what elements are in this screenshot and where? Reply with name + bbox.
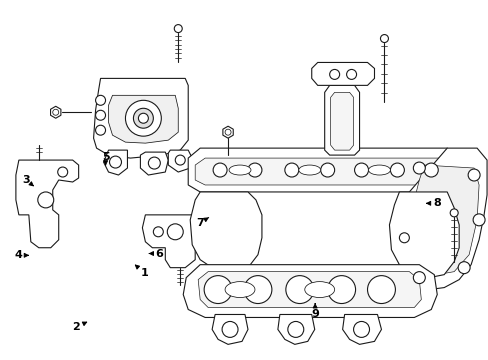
Polygon shape <box>168 150 192 172</box>
Circle shape <box>247 163 262 177</box>
Polygon shape <box>223 126 233 138</box>
Circle shape <box>167 224 183 240</box>
Polygon shape <box>212 315 247 345</box>
Ellipse shape <box>368 165 389 175</box>
Circle shape <box>95 110 105 120</box>
Circle shape <box>38 192 54 208</box>
Circle shape <box>320 163 334 177</box>
Circle shape <box>174 24 182 32</box>
Polygon shape <box>388 192 458 278</box>
Circle shape <box>367 276 395 303</box>
Text: 6: 6 <box>149 248 163 258</box>
Circle shape <box>222 321 238 337</box>
Circle shape <box>412 272 425 284</box>
Circle shape <box>125 100 161 136</box>
Polygon shape <box>183 265 436 318</box>
Circle shape <box>53 109 59 115</box>
Polygon shape <box>399 148 486 289</box>
Polygon shape <box>277 315 314 345</box>
Circle shape <box>389 163 404 177</box>
Circle shape <box>175 155 185 165</box>
Circle shape <box>424 163 437 177</box>
Text: 5: 5 <box>102 152 109 165</box>
Circle shape <box>133 108 153 128</box>
Polygon shape <box>413 165 478 275</box>
Circle shape <box>380 35 387 42</box>
Text: 3: 3 <box>22 175 33 186</box>
Text: 1: 1 <box>135 265 148 278</box>
Polygon shape <box>195 158 453 185</box>
Circle shape <box>467 169 479 181</box>
Text: 9: 9 <box>310 304 318 319</box>
Circle shape <box>203 276 232 303</box>
Circle shape <box>287 321 303 337</box>
Polygon shape <box>342 315 381 345</box>
Circle shape <box>224 129 230 135</box>
Circle shape <box>457 262 469 274</box>
Circle shape <box>472 214 484 226</box>
Polygon shape <box>16 160 79 248</box>
Circle shape <box>412 162 425 174</box>
Text: 4: 4 <box>14 250 28 260</box>
Circle shape <box>353 321 369 337</box>
Circle shape <box>109 156 121 168</box>
Polygon shape <box>142 215 212 268</box>
Polygon shape <box>190 192 262 272</box>
Polygon shape <box>330 92 353 150</box>
Text: 8: 8 <box>426 198 440 208</box>
Circle shape <box>148 157 160 169</box>
Polygon shape <box>188 148 458 192</box>
Circle shape <box>399 233 408 243</box>
Polygon shape <box>50 106 61 118</box>
Circle shape <box>449 209 457 217</box>
Circle shape <box>327 276 355 303</box>
Text: 7: 7 <box>195 217 208 228</box>
Polygon shape <box>93 78 188 158</box>
Polygon shape <box>103 150 127 175</box>
Polygon shape <box>140 152 168 175</box>
Ellipse shape <box>304 282 334 298</box>
Circle shape <box>354 163 368 177</box>
Circle shape <box>329 69 339 80</box>
Circle shape <box>95 95 105 105</box>
Text: 2: 2 <box>72 322 86 332</box>
Polygon shape <box>198 272 421 307</box>
Ellipse shape <box>228 165 250 175</box>
Ellipse shape <box>224 282 254 298</box>
Circle shape <box>285 276 313 303</box>
Circle shape <box>346 69 356 80</box>
Circle shape <box>153 227 163 237</box>
Polygon shape <box>324 85 359 155</box>
Circle shape <box>95 125 105 135</box>
Circle shape <box>58 167 67 177</box>
Circle shape <box>213 163 226 177</box>
Circle shape <box>244 276 271 303</box>
Polygon shape <box>311 62 374 85</box>
Ellipse shape <box>298 165 320 175</box>
Circle shape <box>138 113 148 123</box>
Polygon shape <box>108 95 178 143</box>
Circle shape <box>285 163 298 177</box>
